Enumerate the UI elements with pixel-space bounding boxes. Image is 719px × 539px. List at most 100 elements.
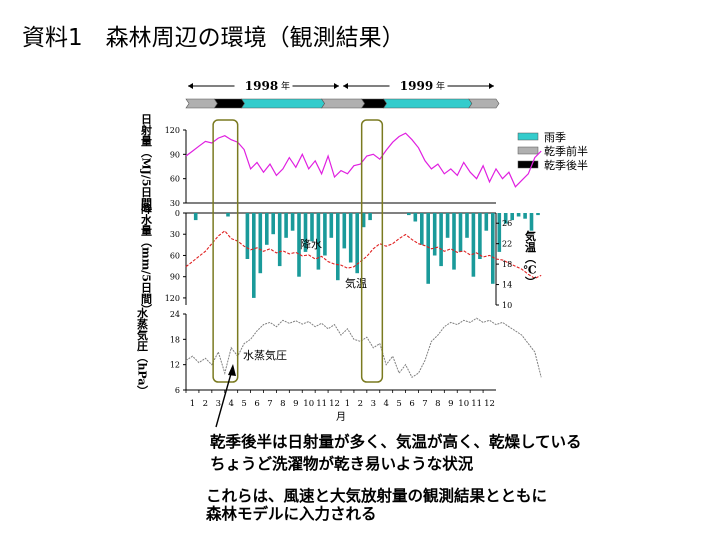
rain-bar — [420, 213, 424, 245]
x-tick-label: 7 — [422, 399, 427, 409]
right-y-tick-label: 26 — [502, 219, 512, 228]
y-tick-label: 60 — [170, 251, 180, 260]
right-y-tick-label: 18 — [502, 260, 512, 269]
x-tick-label: 2 — [358, 399, 363, 409]
rain-bar — [523, 213, 527, 219]
rain-bar — [497, 213, 502, 252]
dry-late-highlight-box — [212, 119, 239, 383]
legend-swatch — [517, 146, 539, 155]
x-tick-label: 3 — [371, 399, 376, 409]
rain-bar — [439, 213, 443, 267]
x-tick-label: 12 — [329, 399, 340, 409]
rain-bar — [226, 213, 230, 217]
y-tick-label: 90 — [170, 150, 180, 159]
rain-bar — [265, 213, 269, 245]
right-y-tick-label: 10 — [502, 301, 512, 310]
x-tick-label: 11 — [316, 399, 327, 409]
y-tick-label: 0 — [175, 209, 180, 218]
x-tick-label: 2 — [203, 399, 208, 409]
x-tick-label: 3 — [216, 399, 221, 409]
season-segment — [185, 98, 218, 109]
x-tick-label: 10 — [303, 399, 314, 409]
x-tick-label: 4 — [383, 399, 388, 409]
y-axis-label: 日射量（MJ/5日間） — [140, 113, 154, 219]
rain-bar — [491, 213, 495, 284]
y-tick-label: 30 — [170, 230, 180, 239]
y-tick-label: 12 — [170, 361, 180, 370]
legend-label: 乾季前半 — [544, 144, 588, 158]
year-unit: 年 — [436, 80, 445, 92]
x-tick-label: 12 — [484, 399, 495, 409]
season-segment — [468, 98, 500, 109]
rain-bar — [252, 213, 256, 298]
y-tick-label: 120 — [165, 126, 180, 135]
y-tick-label: 30 — [170, 199, 180, 208]
rain-bar — [471, 213, 476, 277]
rain-bar — [452, 213, 456, 270]
rain-bar — [445, 213, 450, 238]
rain-bar — [478, 213, 482, 259]
note-line-1: これらは、風速と大気放射量の観測結果とともに — [206, 487, 548, 505]
season-segment — [361, 98, 387, 109]
x-tick-label: 1 — [190, 399, 195, 409]
legend-swatch — [517, 160, 539, 169]
right-y-tick-label: 22 — [502, 240, 512, 249]
rain-bar — [323, 213, 327, 256]
season-segment — [321, 98, 366, 109]
rain-bar — [529, 213, 534, 231]
caption-arrow-line — [215, 369, 233, 428]
rain-bar — [458, 213, 463, 252]
rain-bar — [303, 213, 308, 252]
rain-bar — [516, 213, 521, 217]
rain-bar — [348, 213, 353, 263]
season-segment — [383, 98, 473, 109]
season-segment — [213, 98, 245, 109]
legend-label: 乾季後半 — [544, 158, 588, 172]
year-label: 1999 — [400, 79, 433, 93]
year-unit: 年 — [281, 80, 290, 92]
rain-bar — [432, 213, 437, 256]
x-tick-label: 4 — [228, 399, 233, 409]
y-axis-label: 水蒸気圧（hPa） — [136, 306, 150, 396]
rain-bar — [290, 213, 295, 231]
y-axis-label: 降水量（mm/5日間） — [140, 202, 154, 315]
rain-bar — [465, 213, 469, 238]
x-tick-label: 6 — [409, 399, 414, 409]
x-tick-label: 5 — [396, 399, 401, 409]
year-arrow-right — [334, 83, 339, 89]
right-y-axis-label: 気温（℃） — [523, 229, 537, 287]
rain-bar — [484, 213, 489, 231]
season-segment — [240, 98, 325, 109]
legend-label: 雨季 — [544, 131, 566, 144]
solar-series-line — [185, 132, 542, 188]
year-arrow-left — [343, 83, 348, 89]
temperature-annotation: 気温 — [345, 276, 367, 290]
rain-bar — [413, 213, 418, 222]
rain-bar — [316, 213, 321, 270]
rain-bar — [245, 213, 250, 259]
rain-bar — [329, 213, 334, 238]
year-arrow-left — [188, 83, 193, 89]
x-tick-label: 8 — [280, 399, 285, 409]
year-label: 1998 — [245, 79, 278, 93]
rain-bar — [342, 213, 347, 249]
caption-line-1: 乾季後半は日射量が多く、気温が高く、乾燥している — [210, 433, 582, 451]
right-y-tick-label: 14 — [502, 281, 512, 290]
rain-bar — [277, 213, 282, 267]
vapor-series-line — [185, 317, 542, 379]
rain-bar — [258, 213, 263, 274]
x-tick-label: 1 — [345, 399, 350, 409]
rain-bar — [503, 213, 508, 224]
legend-swatch — [517, 132, 539, 141]
x-tick-label: 8 — [435, 399, 440, 409]
y-tick-label: 18 — [170, 335, 180, 344]
rain-bar — [297, 213, 301, 277]
rain-bar — [426, 213, 430, 284]
rain-bar — [368, 213, 372, 221]
x-tick-label: 10 — [458, 399, 469, 409]
x-tick-label: 6 — [254, 399, 259, 409]
rain-bar — [355, 213, 359, 274]
page-title: 資料1 森林周辺の環境（観測結果） — [22, 25, 405, 51]
x-tick-label: 9 — [293, 399, 298, 409]
